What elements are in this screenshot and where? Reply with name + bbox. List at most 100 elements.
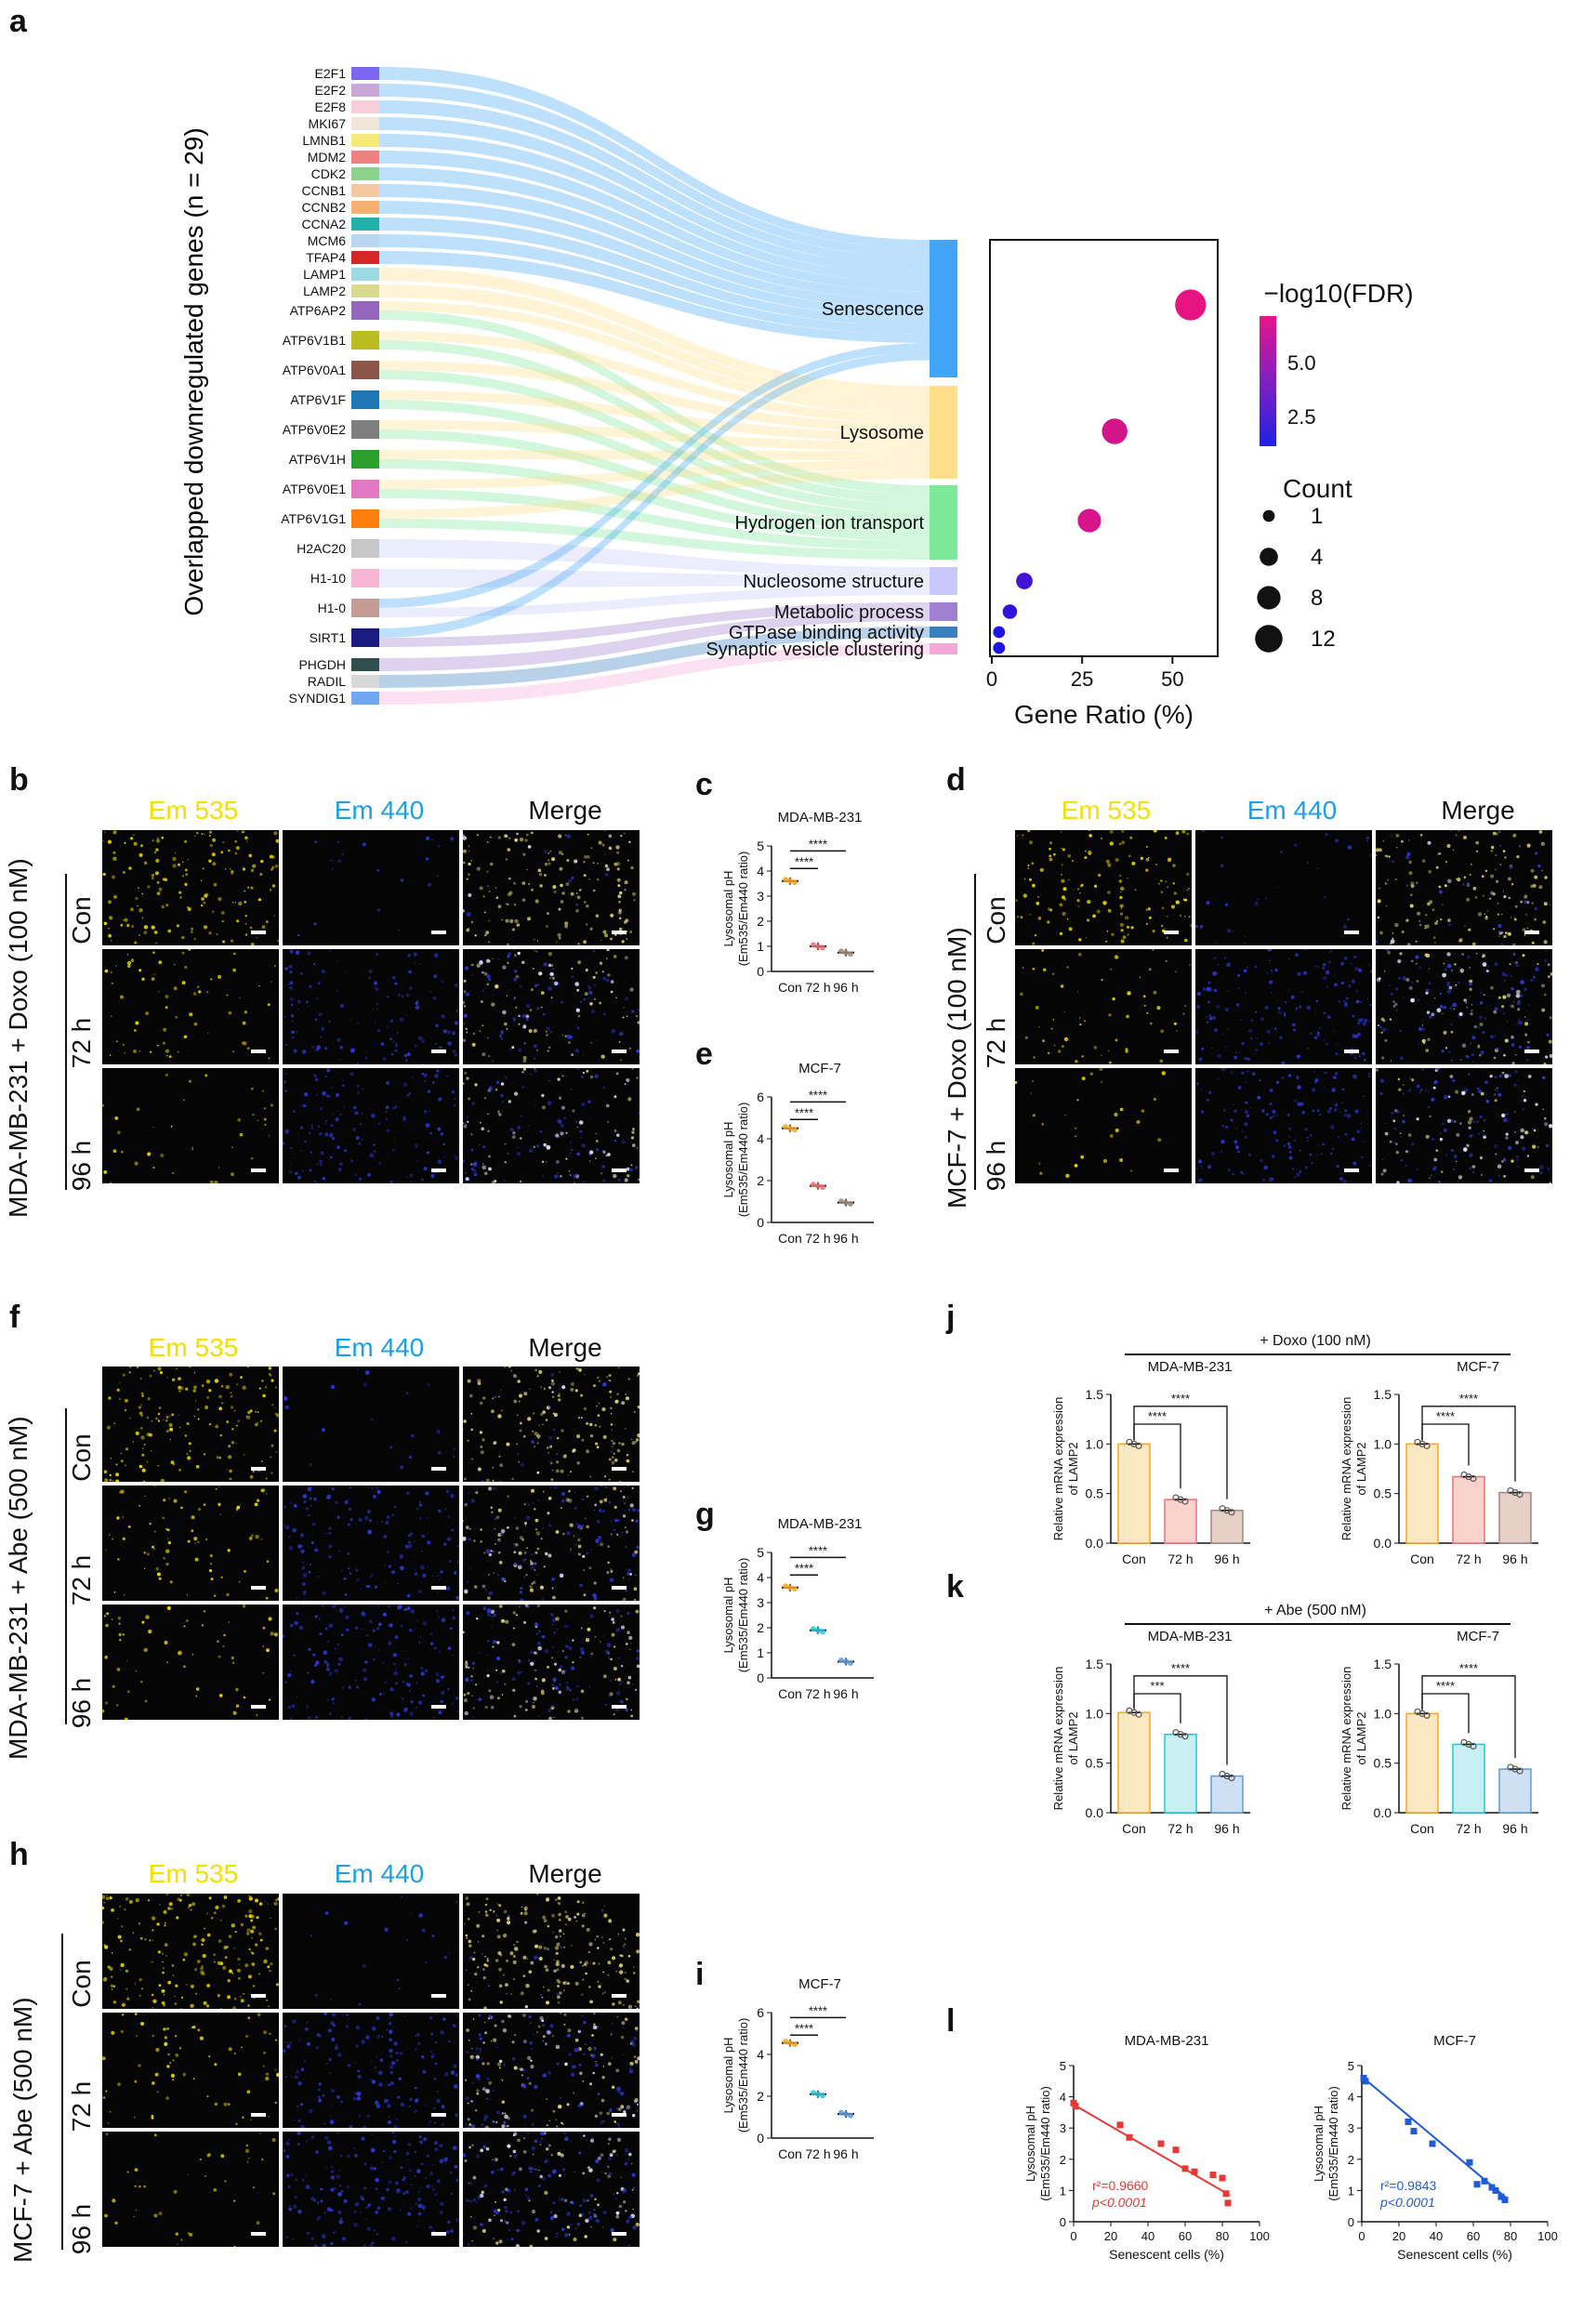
signal-spot <box>520 1991 524 1996</box>
h-header-em535: Em 535 <box>148 1859 239 1888</box>
signal-spot <box>534 1368 537 1372</box>
signal-spot <box>1107 1050 1110 1052</box>
signal-spot <box>1443 1128 1447 1132</box>
signal-spot <box>316 1163 319 1166</box>
signal-spot <box>381 2132 383 2133</box>
signal-spot <box>1134 889 1137 891</box>
scale-bar <box>431 2232 446 2236</box>
signal-spot <box>170 1125 173 1128</box>
signal-spot <box>608 1500 612 1504</box>
signal-spot <box>533 1651 537 1655</box>
signal-spot <box>554 1935 559 1939</box>
signal-spot <box>525 1014 530 1019</box>
signal-spot <box>1430 1174 1432 1177</box>
signal-spot <box>1274 1027 1277 1030</box>
signal-spot <box>1024 878 1026 880</box>
signal-spot <box>306 2022 309 2024</box>
signal-spot <box>534 1563 537 1566</box>
signal-spot <box>626 1015 628 1018</box>
signal-spot <box>168 1055 172 1058</box>
signal-spot <box>613 2120 616 2123</box>
signal-spot <box>559 1919 561 1921</box>
signal-spot <box>611 1618 614 1621</box>
signal-spot <box>324 2135 329 2140</box>
signal-spot <box>163 1419 165 1420</box>
signal-spot <box>557 1172 559 1174</box>
micrograph-signal <box>283 2013 459 2128</box>
signal-spot <box>498 1395 500 1398</box>
signal-spot <box>1398 1088 1402 1091</box>
signal-spot <box>1447 1095 1451 1099</box>
signal-spot <box>429 991 431 993</box>
signal-spot <box>1060 831 1062 833</box>
sankey-flow <box>379 234 930 335</box>
signal-spot <box>535 1574 538 1576</box>
signal-spot <box>520 1598 524 1601</box>
signal-spot <box>274 965 276 967</box>
signal-spot <box>620 908 623 911</box>
signal-spot <box>1471 1165 1476 1169</box>
signal-spot <box>454 984 458 987</box>
signal-spot <box>615 1628 621 1632</box>
signal-spot <box>1355 999 1360 1004</box>
signal-spot <box>498 1034 503 1037</box>
signal-spot <box>1510 864 1513 867</box>
signal-spot <box>309 2108 313 2114</box>
signal-spot <box>550 964 554 967</box>
signal-spot <box>1364 1018 1368 1023</box>
signal-spot <box>1247 1153 1252 1156</box>
signal-spot <box>616 862 621 866</box>
signal-spot <box>1062 912 1066 916</box>
signal-spot <box>409 2169 413 2172</box>
signal-spot <box>1029 914 1032 916</box>
signal-spot <box>616 1533 619 1536</box>
signal-spot <box>491 2119 495 2123</box>
signal-spot <box>203 1610 206 1613</box>
signal-spot <box>581 1438 585 1442</box>
signal-spot <box>521 881 526 885</box>
signal-spot <box>1059 903 1063 907</box>
signal-spot <box>158 1577 162 1580</box>
signal-spot <box>208 1389 212 1393</box>
signal-spot <box>1538 830 1543 834</box>
signal-spot <box>1202 987 1207 991</box>
signal-spot <box>463 909 465 913</box>
signal-spot <box>513 882 516 885</box>
signal-spot <box>500 1082 505 1086</box>
signal-spot <box>612 1442 616 1446</box>
signal-spot <box>1543 958 1548 962</box>
signal-spot <box>1385 854 1389 858</box>
signal-spot <box>559 1096 562 1100</box>
signal-spot <box>482 895 485 898</box>
micrograph-merge-72h <box>1376 949 1552 1064</box>
signal-spot <box>557 1077 561 1081</box>
dotplot-point <box>993 641 1006 654</box>
signal-spot <box>528 1029 533 1033</box>
signal-spot <box>236 1505 241 1510</box>
signal-spot <box>148 1899 150 1902</box>
signal-spot <box>504 1580 507 1583</box>
signal-spot <box>336 1643 339 1645</box>
signal-spot <box>1223 1109 1226 1112</box>
signal-spot <box>382 1057 387 1061</box>
signal-spot <box>501 918 504 921</box>
pathway-bar <box>930 240 957 377</box>
signal-spot <box>521 1558 526 1563</box>
signal-spot <box>561 1494 563 1496</box>
signal-spot <box>432 1576 434 1578</box>
signal-spot <box>396 2188 402 2193</box>
signal-spot <box>1541 984 1545 988</box>
signal-spot <box>548 1459 550 1462</box>
signal-spot <box>1452 1078 1456 1083</box>
signal-spot <box>1494 1099 1497 1103</box>
signal-spot <box>636 1657 640 1660</box>
signal-spot <box>1500 943 1504 945</box>
signal-spot <box>1387 878 1389 881</box>
signal-spot <box>564 1454 567 1457</box>
signal-spot <box>595 1442 599 1446</box>
signal-spot <box>208 2055 211 2058</box>
signal-spot <box>115 1463 118 1466</box>
signal-spot <box>265 1477 268 1480</box>
signal-spot <box>1475 1063 1479 1064</box>
signal-spot <box>613 2002 614 2004</box>
